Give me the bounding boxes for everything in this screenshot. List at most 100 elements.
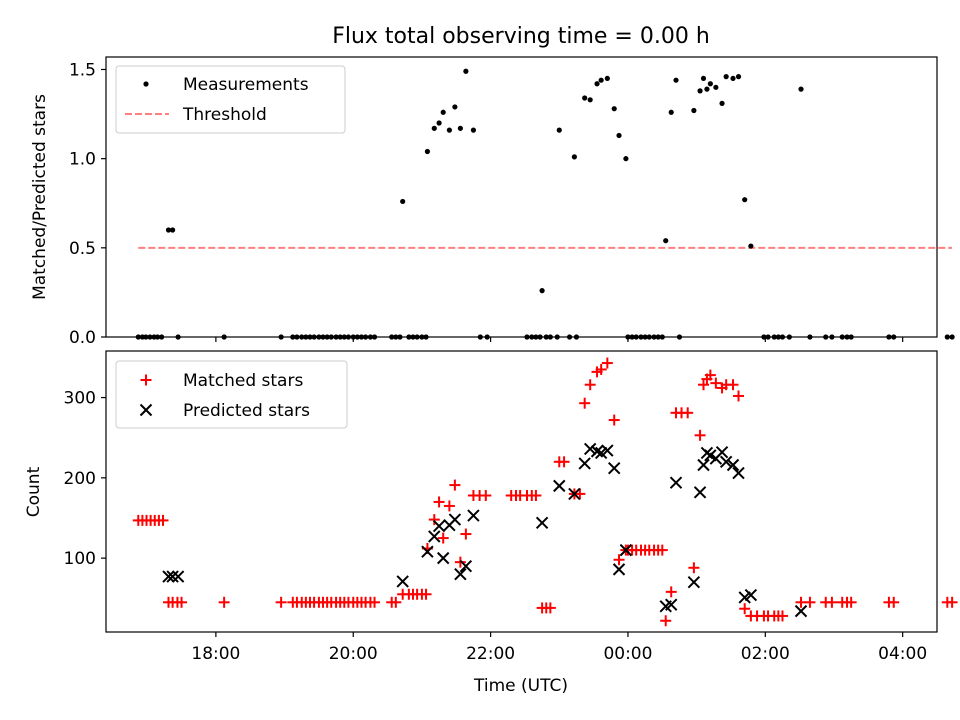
cross-stroke-b (619, 543, 633, 557)
predicted-star-point (687, 576, 701, 589)
cross-stroke-b (428, 530, 441, 543)
matched-star-point (710, 377, 722, 389)
matched-star-point (601, 357, 613, 369)
cross-stroke-b (612, 563, 626, 576)
matched-star-point (733, 390, 745, 402)
predicted-star-point (421, 545, 434, 558)
measurement-point (457, 125, 463, 131)
bottom-y-tick-label: 200 (64, 469, 96, 489)
predicted-star-point (697, 458, 710, 472)
measurement-point (582, 95, 588, 101)
predicted-star-point (467, 509, 480, 522)
top-y-tick-label: 1.5 (69, 60, 96, 80)
cross-stroke-b (794, 604, 808, 618)
cross-stroke-b (590, 445, 604, 458)
cross-stroke-b (432, 519, 446, 533)
matched-star-point (157, 514, 169, 526)
measurement-point (748, 243, 754, 249)
measurement-point (604, 75, 610, 82)
cross-stroke-b (448, 513, 462, 526)
cross-stroke-b (726, 458, 740, 472)
cross-stroke-b (687, 576, 701, 589)
predicted-star-point (590, 445, 604, 458)
matched-star-point (437, 532, 449, 544)
measurement-point (949, 334, 955, 340)
matched-star-point (776, 610, 788, 622)
measurement-point (700, 75, 707, 82)
cross-stroke-b (568, 487, 581, 501)
cross-stroke-b (693, 486, 707, 499)
measurement-point (704, 86, 710, 92)
bottom-axes-frame (105, 350, 938, 633)
measurement-point (663, 238, 669, 244)
matched-star-point (530, 490, 542, 502)
predicted-star-point (171, 570, 185, 583)
top-plot-area (135, 68, 955, 340)
cross-stroke-b (171, 570, 185, 583)
legend-matched-label: Matched stars (183, 371, 303, 391)
matched-star-point (688, 562, 700, 574)
matched-star-point (369, 596, 381, 608)
legend-threshold-label: Threshold (182, 105, 267, 125)
legend-predicted-marker (139, 403, 153, 417)
measurement-point (424, 148, 431, 155)
measurement-point (598, 77, 604, 83)
axes-layer: 0.0 0.5 1.0 1.5 100 200 300 18:00 20:00 22:00 00:0… (64, 56, 938, 664)
bottom-x-tick-label: 18:00 (191, 644, 240, 664)
predicted-star-point (693, 486, 707, 499)
predicted-star-point (612, 563, 626, 576)
measurement-point (719, 100, 725, 106)
matched-star-point (584, 379, 596, 391)
measurement-point (170, 227, 176, 233)
predicted-star-point (744, 588, 758, 602)
predicted-star-point (428, 530, 441, 543)
measurement-point (165, 227, 172, 233)
predicted-star-point (715, 445, 729, 459)
predicted-star-point (578, 457, 591, 470)
predicted-star-point (448, 513, 462, 526)
matched-star-point (433, 496, 445, 508)
measurement-point (400, 198, 406, 205)
matched-star-point (428, 514, 440, 526)
predicted-star-point (166, 570, 179, 583)
matched-star-point (845, 596, 857, 608)
matched-star-point (682, 407, 694, 419)
matched-star-point (449, 479, 461, 491)
measurement-point (944, 334, 950, 340)
cross-stroke-b (166, 570, 179, 583)
predicted-star-point (553, 479, 566, 493)
measurement-point (616, 132, 622, 139)
measurement-point (742, 197, 748, 203)
predicted-star-point (726, 458, 740, 472)
matched-star-point (480, 490, 492, 502)
measurement-point (446, 127, 452, 133)
measurement-point (594, 81, 600, 87)
matched-star-point (888, 596, 900, 608)
top-y-tick-label: 0.0 (69, 328, 96, 348)
cross-stroke-b (665, 598, 678, 611)
legend-layer: Measurements Threshold Matched stars Predic… (115, 65, 348, 429)
measurement-point (730, 75, 736, 82)
bottom-y-axis-label: Count (24, 466, 44, 517)
matched-star-point (460, 528, 472, 540)
matched-star-point (665, 586, 677, 598)
matched-star-point (694, 429, 706, 441)
matched-star-point (443, 500, 455, 512)
bottom-legend-box (115, 360, 348, 429)
measurement-point (463, 68, 469, 74)
bottom-y-tick-label: 300 (64, 389, 96, 409)
predicted-star-point (794, 604, 808, 618)
measurement-point (707, 81, 713, 87)
bottom-x-tick-label: 20:00 (329, 644, 378, 664)
matched-star-point (595, 363, 607, 375)
measurement-point (723, 74, 729, 80)
top-chart-title: Flux total observing time = 0.00 h (332, 24, 710, 49)
measurement-point (470, 127, 477, 133)
cross-stroke-b (396, 575, 409, 588)
cross-stroke-b (437, 551, 450, 565)
top-y-axis-label: Matched/Predicted stars (30, 94, 50, 300)
predicted-star-point (719, 455, 733, 469)
cross-stroke-b (454, 567, 467, 581)
cross-stroke-b (535, 516, 549, 530)
